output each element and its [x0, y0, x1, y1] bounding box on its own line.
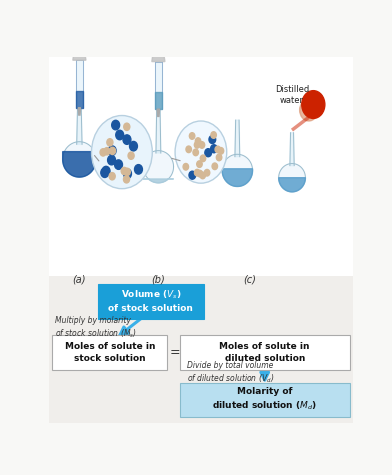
Text: Molarity of
diluted solution ($M_d$): Molarity of diluted solution ($M_d$) [212, 387, 317, 412]
Polygon shape [235, 120, 240, 157]
Circle shape [108, 146, 116, 155]
Circle shape [204, 170, 210, 176]
Text: Volume ($V_s$)
of stock solution: Volume ($V_s$) of stock solution [108, 289, 193, 314]
Polygon shape [222, 169, 252, 187]
Circle shape [109, 147, 116, 154]
Circle shape [124, 168, 130, 176]
Text: Distilled
water: Distilled water [275, 85, 309, 104]
Text: Multiply by molarity
of stock solution ($M_s$): Multiply by molarity of stock solution (… [55, 315, 137, 340]
Circle shape [104, 148, 110, 155]
Circle shape [109, 172, 115, 180]
FancyBboxPatch shape [180, 335, 350, 370]
Circle shape [128, 152, 134, 159]
Circle shape [114, 160, 122, 170]
FancyBboxPatch shape [98, 284, 204, 319]
Circle shape [302, 91, 325, 118]
Circle shape [123, 176, 129, 183]
Circle shape [215, 146, 221, 153]
Text: (a): (a) [73, 275, 86, 285]
Circle shape [183, 163, 189, 170]
Circle shape [189, 171, 196, 179]
Polygon shape [73, 53, 86, 60]
FancyBboxPatch shape [49, 57, 353, 276]
Circle shape [112, 120, 120, 130]
Polygon shape [63, 142, 96, 177]
Polygon shape [279, 163, 305, 192]
Text: Moles of solute in
diluted solution: Moles of solute in diluted solution [220, 342, 310, 363]
Circle shape [195, 138, 201, 144]
Polygon shape [290, 133, 294, 166]
Circle shape [124, 123, 130, 131]
FancyBboxPatch shape [180, 382, 350, 417]
Polygon shape [143, 179, 174, 183]
Circle shape [197, 161, 202, 167]
Polygon shape [143, 151, 174, 183]
Circle shape [205, 149, 212, 157]
Circle shape [200, 172, 205, 179]
Text: Moles of solute in
stock solution: Moles of solute in stock solution [65, 342, 155, 363]
Circle shape [199, 142, 205, 148]
Text: =: = [170, 346, 180, 359]
Circle shape [212, 163, 218, 170]
Circle shape [189, 133, 195, 139]
Circle shape [123, 135, 131, 144]
Circle shape [194, 142, 200, 148]
Circle shape [101, 168, 109, 178]
Circle shape [107, 139, 113, 146]
Polygon shape [76, 91, 83, 108]
Circle shape [193, 149, 198, 156]
Circle shape [218, 148, 224, 154]
Circle shape [102, 166, 110, 176]
Circle shape [197, 171, 203, 177]
Circle shape [299, 99, 318, 121]
Circle shape [121, 167, 127, 175]
Polygon shape [156, 109, 161, 153]
Circle shape [194, 170, 200, 176]
Polygon shape [222, 154, 252, 187]
Polygon shape [78, 108, 81, 115]
Polygon shape [155, 62, 162, 109]
Circle shape [134, 165, 142, 174]
FancyBboxPatch shape [49, 276, 353, 423]
Circle shape [100, 149, 106, 156]
Circle shape [92, 115, 152, 189]
Circle shape [186, 146, 191, 152]
FancyBboxPatch shape [52, 335, 167, 370]
Text: (b): (b) [151, 275, 165, 285]
Circle shape [129, 142, 138, 151]
Circle shape [216, 154, 222, 161]
Circle shape [200, 155, 206, 162]
Polygon shape [279, 178, 305, 192]
Circle shape [211, 132, 216, 138]
Circle shape [123, 169, 131, 179]
Polygon shape [77, 108, 82, 144]
Circle shape [116, 130, 123, 140]
Circle shape [209, 135, 216, 143]
Circle shape [108, 155, 116, 165]
Polygon shape [76, 60, 83, 108]
Polygon shape [155, 93, 162, 109]
Polygon shape [152, 54, 165, 62]
Circle shape [175, 121, 227, 183]
Polygon shape [63, 152, 96, 177]
Text: (c): (c) [243, 275, 256, 285]
Circle shape [211, 145, 217, 153]
Polygon shape [157, 109, 160, 116]
Text: Divide by total volume
of diluted solution ($V_d$): Divide by total volume of diluted soluti… [187, 361, 274, 386]
